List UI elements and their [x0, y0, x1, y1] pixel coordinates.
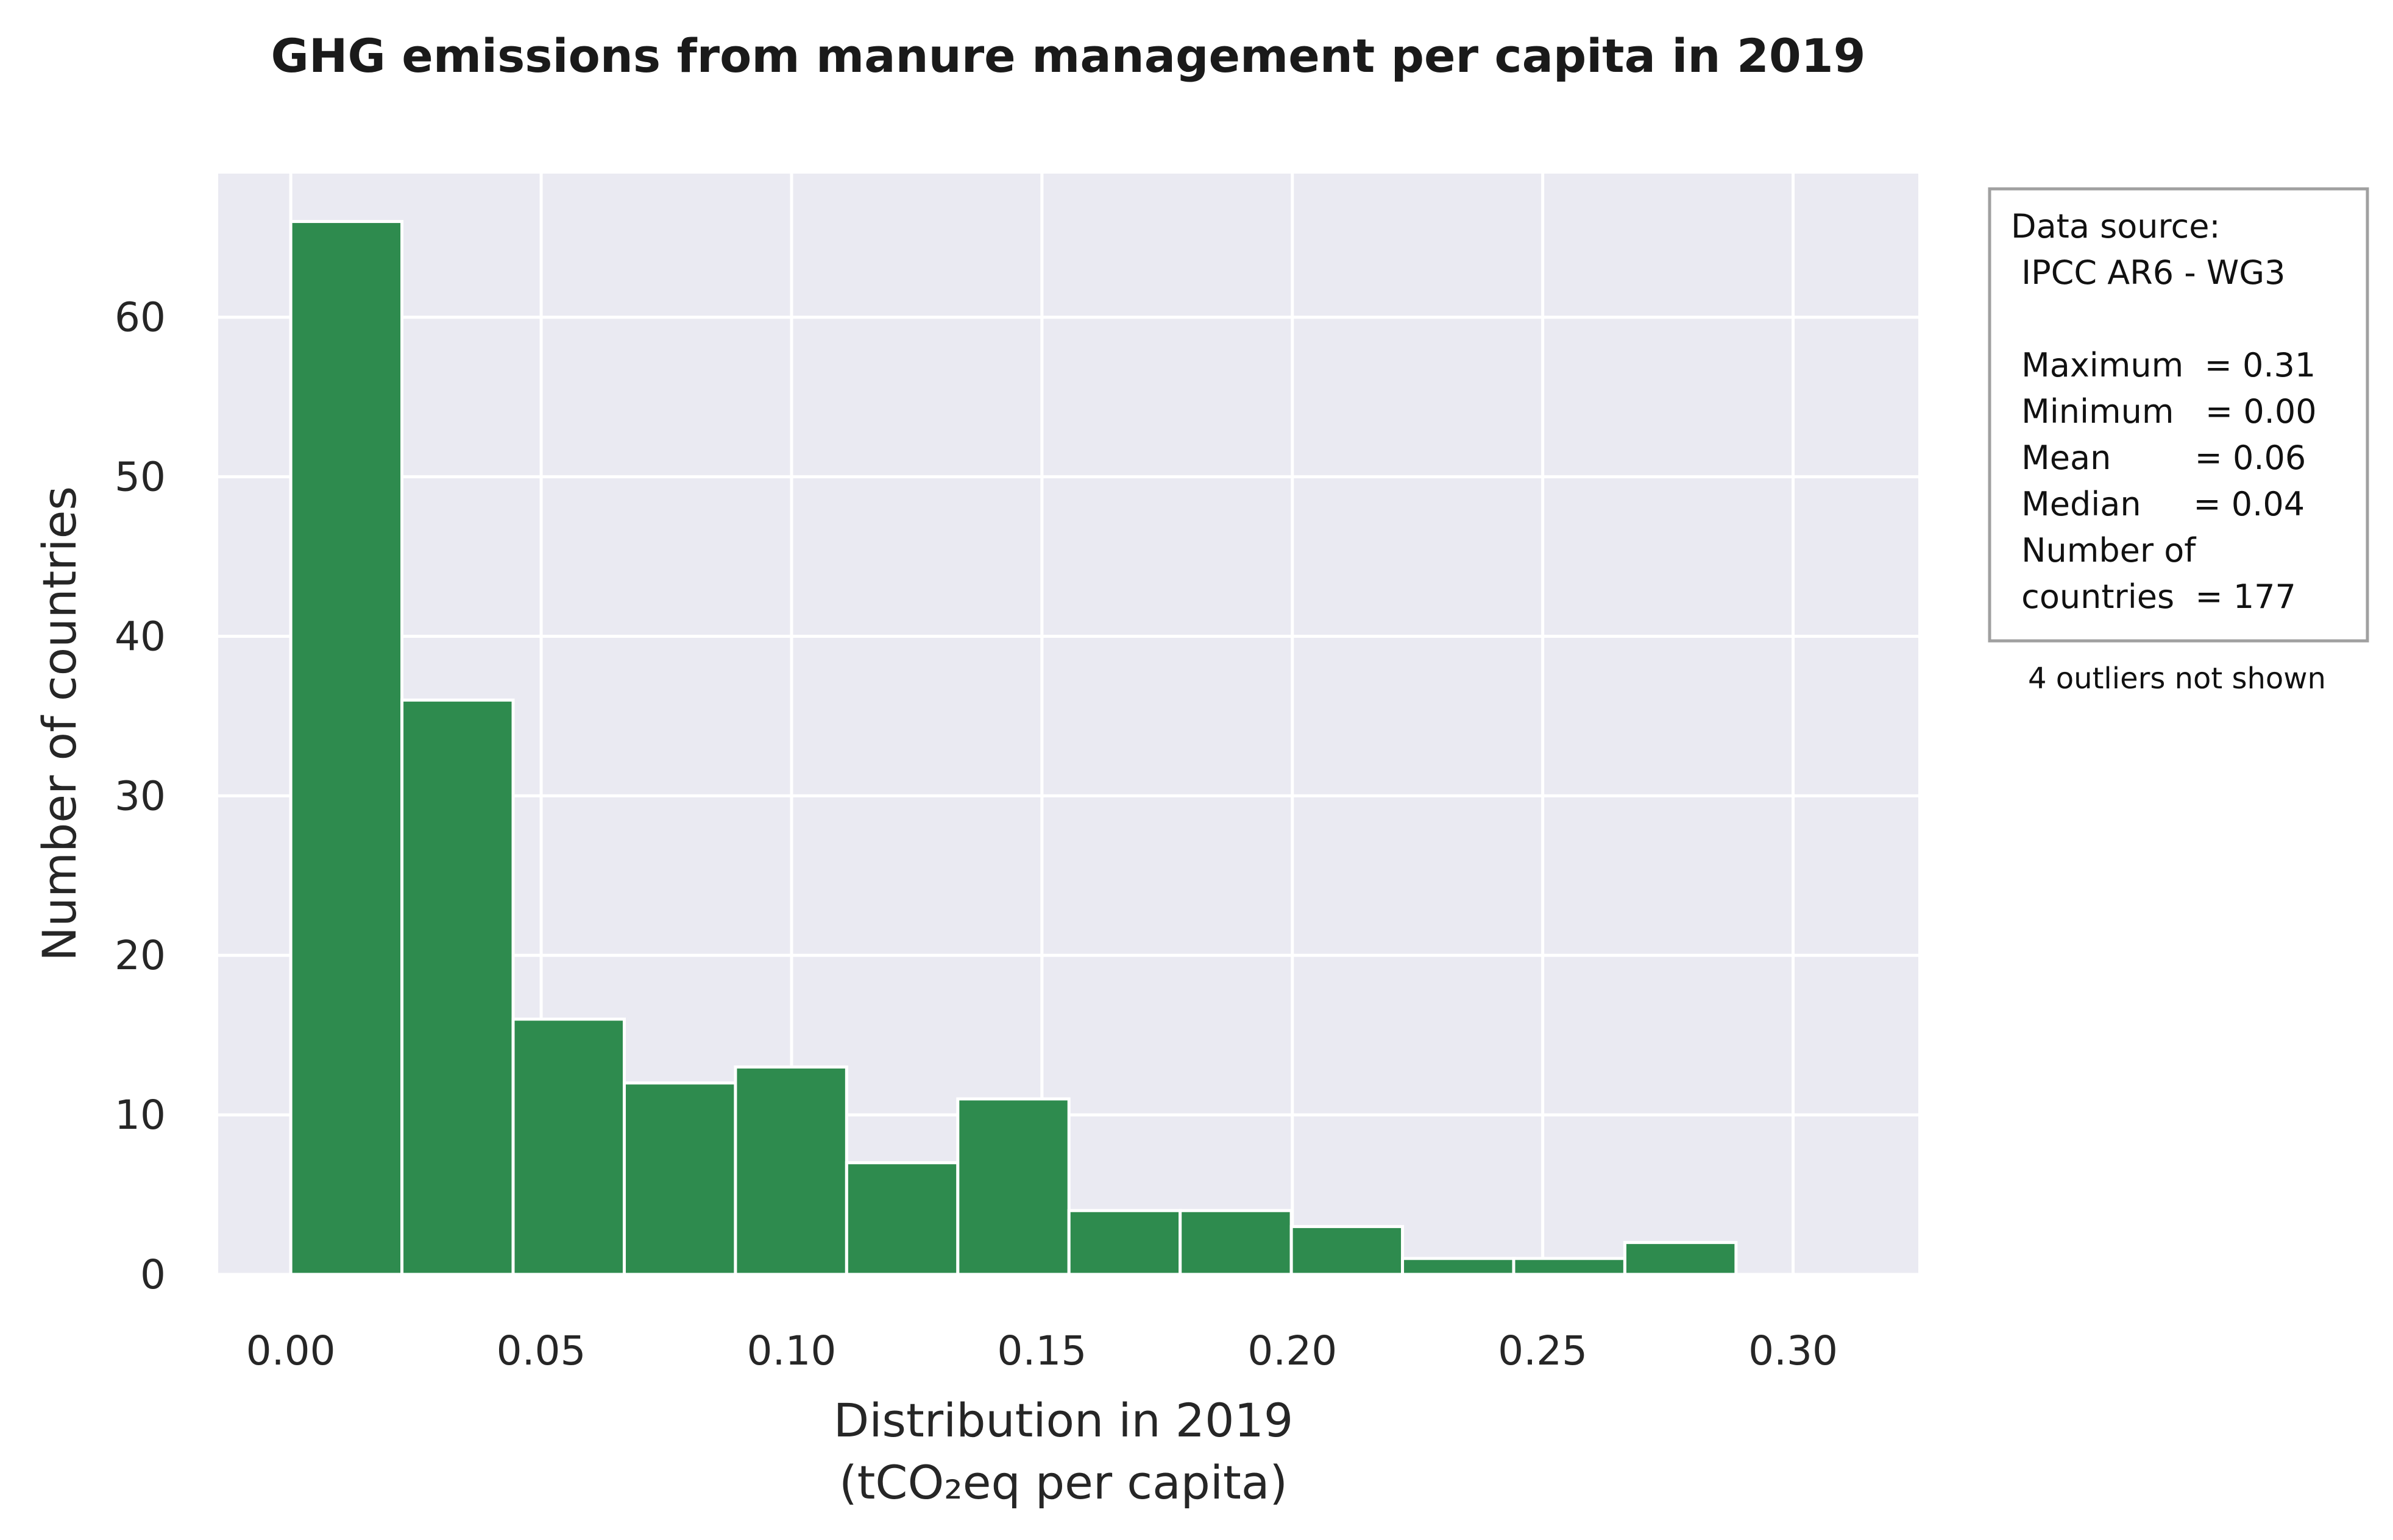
info-line: Minimum = 0.00 — [2011, 392, 2317, 431]
histogram-bar — [1401, 1257, 1516, 1276]
x-tick-label: 0.00 — [246, 1327, 336, 1374]
x-axis-label: Distribution in 2019 — [834, 1393, 1293, 1447]
y-ticks: 0 10 20 30 40 50 60 — [115, 294, 166, 1298]
y-tick-label: 20 — [115, 932, 166, 979]
histogram-bar — [845, 1161, 960, 1276]
info-line: countries = 177 — [2011, 578, 2296, 616]
histogram-bar — [511, 1017, 626, 1276]
chart-title: GHG emissions from manure management per… — [271, 29, 1865, 83]
histogram-bar — [1067, 1209, 1182, 1276]
histogram-bar — [622, 1081, 737, 1276]
x-tick-label: 0.25 — [1498, 1327, 1587, 1374]
histogram-bar — [1179, 1209, 1293, 1276]
y-tick-label: 50 — [115, 454, 166, 501]
bars — [289, 220, 1738, 1276]
x-ticks: 0.00 0.05 0.10 0.15 0.20 0.25 0.30 — [246, 1327, 1838, 1374]
histogram-bar — [400, 698, 515, 1276]
info-line: Median = 0.04 — [2011, 485, 2305, 523]
x-axis-label-units: (tCO₂eq per capita) — [839, 1455, 1288, 1510]
histogram-bar — [1289, 1224, 1405, 1276]
info-line: Data source: — [2011, 207, 2221, 245]
info-box-lines: Data source: IPCC AR6 - WG3 Maximum = 0.… — [2011, 207, 2317, 616]
y-tick-label: 40 — [115, 613, 166, 660]
y-tick-label: 0 — [140, 1251, 166, 1298]
info-box — [1988, 187, 2369, 643]
x-tick-label: 0.15 — [997, 1327, 1087, 1374]
info-line: Number of — [2011, 531, 2197, 570]
y-axis-label: Number of countries — [32, 486, 87, 961]
x-tick-label: 0.30 — [1748, 1327, 1838, 1374]
x-tick-label: 0.10 — [746, 1327, 836, 1374]
x-tick-label: 0.20 — [1247, 1327, 1337, 1374]
histogram-bar — [1623, 1241, 1738, 1276]
histogram-bar — [956, 1097, 1071, 1276]
info-line: Maximum = 0.31 — [2011, 346, 2316, 384]
y-tick-label: 60 — [115, 294, 166, 341]
outliers-note: 4 outliers not shown — [2028, 662, 2326, 696]
histogram-bar — [289, 220, 404, 1276]
y-tick-label: 30 — [115, 772, 166, 819]
y-tick-label: 10 — [115, 1092, 166, 1139]
x-tick-label: 0.05 — [497, 1327, 586, 1374]
histogram-bar — [1512, 1257, 1626, 1276]
info-line: Mean = 0.06 — [2011, 439, 2306, 477]
info-line: IPCC AR6 - WG3 — [2011, 253, 2285, 292]
histogram-bar — [734, 1065, 848, 1276]
